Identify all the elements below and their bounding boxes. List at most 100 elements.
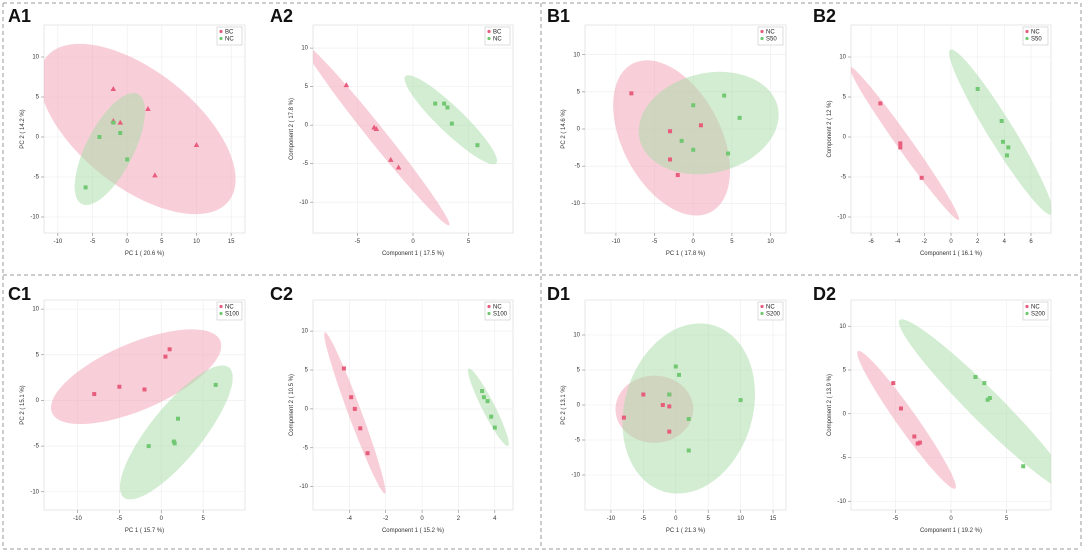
legend-label-nc: NC [493, 305, 502, 311]
y-tick-label: 5 [843, 368, 847, 374]
data-point-nc [898, 141, 903, 146]
y-axis-label: Component 2 ( 10.5 %) [289, 374, 295, 436]
y-tick-label: 10 [301, 46, 308, 52]
x-tick-label: 5 [730, 239, 734, 245]
plot-content [857, 319, 1051, 489]
data-point-s200 [686, 448, 691, 453]
plot-content [51, 329, 233, 500]
data-point-nc [163, 354, 168, 359]
data-point-s200 [1021, 464, 1026, 469]
data-point-nc [629, 91, 634, 96]
plot-content [851, 49, 1051, 220]
legend-label-s100: S100 [493, 312, 508, 318]
data-point-s100 [213, 382, 218, 387]
data-point-s100 [485, 399, 490, 404]
y-tick-label: 0 [843, 411, 847, 417]
y-axis-label: PC 2 ( 14.6 %) [561, 109, 567, 148]
y-axis-label: Component 2 ( 12 %) [827, 100, 833, 157]
legend-marker-s50 [760, 36, 764, 41]
confidence-ellipse-s50 [638, 71, 779, 175]
x-axis-label: PC 1 ( 20.6 %) [125, 251, 164, 257]
y-tick-label: 0 [577, 127, 581, 133]
x-tick-label: -10 [607, 516, 616, 522]
data-point-s100 [146, 444, 151, 449]
confidence-ellipse-nc [51, 329, 222, 424]
confidence-ellipse-nc [851, 66, 959, 220]
y-tick-label: 0 [305, 123, 309, 129]
legend-marker-nc [219, 36, 223, 41]
legend-box [1022, 301, 1049, 321]
y-tick-label: -10 [30, 215, 39, 221]
x-tick-label: 6 [1029, 239, 1033, 245]
panel-b2: B2 -6 -4 -2 0 2 4 6 -10 -5 0 5 10 Component 1 ( 16.1 … [813, 6, 1052, 257]
y-tick-label: 0 [305, 406, 309, 412]
y-tick-label: 0 [577, 403, 581, 409]
panel-d2: D2 -5 0 5 -10 -5 0 5 10 Component 1 ( 19.2 %) Comp… [813, 284, 1052, 534]
panel-a2: A2 -5 0 5 -10 -5 0 5 10 Component 1 ( 17.5 %) Comp… [270, 6, 514, 257]
legend-marker-bc [219, 29, 223, 34]
panel-letter: D2 [813, 284, 836, 304]
panel-letter: A2 [270, 6, 293, 26]
data-point-nc [442, 101, 447, 106]
panel-letter: B1 [547, 6, 570, 26]
y-tick-label: 0 [36, 135, 40, 141]
data-point-nc [898, 145, 903, 150]
data-point-s200 [677, 372, 682, 377]
panel-c1: C1 -10 -5 0 5 -10 -5 0 5 10 PC 1 ( 15.7 %) PC 2 ( 1… [8, 284, 246, 534]
legend-label-nc: NC [1031, 30, 1040, 36]
x-tick-label: 5 [201, 516, 205, 522]
data-point-nc [621, 415, 626, 420]
data-point-bc [145, 106, 151, 111]
x-tick-label: 4 [1003, 239, 1007, 245]
data-point-s200 [686, 417, 691, 421]
legend-marker-nc [487, 304, 491, 309]
plot-content [44, 43, 236, 215]
data-point-s200 [738, 398, 743, 403]
data-point-nc [668, 157, 673, 162]
y-axis-label: Component 2 ( 13.9 %) [827, 374, 833, 436]
legend-label-bc: BC [493, 30, 502, 36]
x-tick-label: 0 [674, 516, 678, 522]
confidence-ellipse-s200 [898, 319, 1051, 484]
data-point-nc [899, 406, 903, 411]
data-point-s50 [1006, 145, 1011, 150]
x-tick-label: -6 [868, 239, 874, 245]
x-tick-label: -5 [117, 516, 123, 522]
legend-label-nc: NC [766, 30, 775, 36]
data-point-nc [142, 387, 147, 392]
y-axis-label: PC 2 ( 15.1 %) [20, 385, 26, 424]
data-point-bc [152, 172, 158, 178]
legend-box [757, 26, 784, 46]
y-tick-label: -10 [571, 201, 580, 207]
data-point-s200 [985, 397, 990, 402]
legend-box [757, 301, 784, 321]
x-axis-label: PC 1 ( 21.3 %) [666, 528, 705, 534]
x-tick-label: 2 [976, 239, 980, 245]
data-point-s50 [975, 87, 980, 91]
legend-label-s200: S200 [1031, 312, 1046, 318]
data-point-s200 [987, 396, 992, 400]
data-point-s50 [1005, 153, 1009, 158]
legend-marker-s200 [1025, 311, 1029, 316]
legend-box [484, 301, 511, 321]
x-tick-label: 2 [457, 516, 461, 522]
x-tick-label: 5 [707, 516, 711, 522]
data-point-s50 [737, 115, 742, 120]
x-tick-label: 0 [949, 516, 953, 522]
panel-d1: D1 -10 -5 0 5 10 15 -10 -5 0 5 10 PC 1 ( 21.3 %) PC 2… [547, 284, 787, 534]
data-point-s200 [673, 364, 678, 369]
data-point-nc [915, 441, 920, 446]
legend-marker-nc [760, 29, 764, 34]
y-tick-label: -5 [303, 445, 309, 451]
legend-label-nc: NC [225, 37, 234, 43]
x-tick-label: 15 [770, 516, 777, 522]
data-point-bc [373, 126, 380, 131]
y-tick-label: 10 [573, 52, 580, 58]
legend-marker-s200 [760, 311, 764, 316]
panel-a1: A1 -10 -5 0 5 10 15 -10 -5 0 5 10 PC 1 ( 20.6 %) PC 2… [8, 6, 246, 257]
panel-letter: C1 [8, 284, 31, 304]
data-point-nc [125, 157, 130, 162]
